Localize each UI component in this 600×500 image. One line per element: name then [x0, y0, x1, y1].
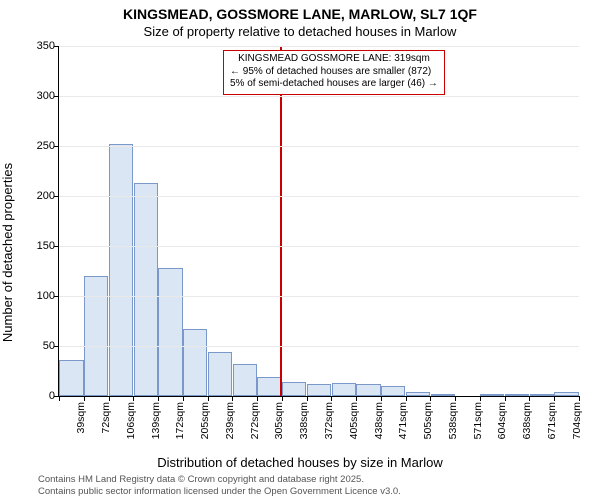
footer-line-1: Contains HM Land Registry data © Crown c…: [38, 474, 401, 486]
xtick-mark: [554, 396, 555, 401]
y-axis-label-container: Number of detached properties: [0, 0, 16, 500]
xtick-mark: [208, 396, 209, 401]
ytick-label: 350: [27, 40, 55, 52]
histogram-bar: [257, 377, 281, 396]
histogram-bar: [307, 384, 331, 396]
ytick-label: 300: [27, 90, 55, 102]
gridline: [59, 296, 579, 297]
annotation-line: KINGSMEAD GOSSMORE LANE: 319sqm: [230, 53, 438, 66]
gridline: [59, 246, 579, 247]
xtick-mark: [59, 396, 60, 401]
annotation-line: ← 95% of detached houses are smaller (87…: [230, 66, 438, 79]
xtick-label: 372sqm: [323, 402, 335, 439]
ytick-label: 250: [27, 140, 55, 152]
page-title: KINGSMEAD, GOSSMORE LANE, MARLOW, SL7 1Q…: [0, 6, 600, 22]
xtick-label: 239sqm: [224, 402, 236, 439]
xtick-label: 205sqm: [199, 402, 211, 439]
histogram-bar: [505, 394, 529, 396]
xtick-label: 604sqm: [496, 402, 508, 439]
annotation-line: 5% of semi-detached houses are larger (4…: [230, 78, 438, 91]
ytick-label: 150: [27, 240, 55, 252]
gridline: [59, 196, 579, 197]
gridline: [59, 96, 579, 97]
xtick-label: 106sqm: [125, 402, 137, 439]
xtick-label: 172sqm: [174, 402, 186, 439]
histogram-bar: [381, 386, 405, 396]
histogram-bar: [208, 352, 232, 396]
histogram-bar: [183, 329, 207, 396]
xtick-label: 272sqm: [249, 402, 261, 439]
xtick-mark: [84, 396, 85, 401]
xtick-mark: [455, 396, 456, 401]
xtick-label: 671sqm: [546, 402, 558, 439]
ytick-label: 100: [27, 290, 55, 302]
footer-attribution: Contains HM Land Registry data © Crown c…: [38, 474, 401, 498]
histogram-bar: [59, 360, 83, 396]
histogram-bar: [134, 183, 158, 396]
histogram-bar: [158, 268, 182, 396]
histogram-bar: [431, 394, 455, 396]
annotation-box: KINGSMEAD GOSSMORE LANE: 319sqm← 95% of …: [223, 50, 445, 95]
xtick-mark: [183, 396, 184, 401]
gridline: [59, 346, 579, 347]
histogram-bar: [356, 384, 380, 396]
xtick-mark: [381, 396, 382, 401]
marker-line: [280, 46, 282, 396]
xtick-mark: [505, 396, 506, 401]
xtick-mark: [331, 396, 332, 401]
xtick-mark: [232, 396, 233, 401]
ytick-label: 0: [27, 390, 55, 402]
xtick-mark: [282, 396, 283, 401]
xtick-label: 505sqm: [422, 402, 434, 439]
xtick-label: 139sqm: [150, 402, 162, 439]
histogram-bar: [480, 394, 504, 396]
histogram-bar: [530, 394, 554, 396]
xtick-label: 538sqm: [447, 402, 459, 439]
xtick-label: 571sqm: [472, 402, 484, 439]
xtick-mark: [133, 396, 134, 401]
xtick-label: 39sqm: [75, 402, 87, 434]
xtick-label: 704sqm: [571, 402, 583, 439]
ytick-label: 50: [27, 340, 55, 352]
bars-container: [59, 46, 579, 396]
histogram-bar: [233, 364, 257, 396]
xtick-mark: [480, 396, 481, 401]
xtick-label: 438sqm: [373, 402, 385, 439]
xtick-label: 72sqm: [100, 402, 112, 434]
xtick-label: 471sqm: [397, 402, 409, 439]
xtick-label: 405sqm: [348, 402, 360, 439]
xtick-mark: [529, 396, 530, 401]
y-axis-label: Number of detached properties: [0, 163, 15, 342]
page-subtitle: Size of property relative to detached ho…: [0, 24, 600, 39]
xtick-mark: [109, 396, 110, 401]
x-axis-label: Distribution of detached houses by size …: [0, 455, 600, 470]
histogram-bar: [332, 383, 356, 396]
xtick-mark: [257, 396, 258, 401]
xtick-label: 338sqm: [298, 402, 310, 439]
xtick-mark: [356, 396, 357, 401]
histogram-bar: [554, 392, 578, 396]
chart-plot-area: KINGSMEAD GOSSMORE LANE: 319sqm← 95% of …: [58, 46, 579, 397]
footer-line-2: Contains public sector information licen…: [38, 486, 401, 498]
xtick-mark: [406, 396, 407, 401]
histogram-bar: [406, 392, 430, 396]
xtick-mark: [158, 396, 159, 401]
xtick-mark: [430, 396, 431, 401]
histogram-bar: [109, 144, 133, 396]
histogram-bar: [282, 382, 306, 396]
ytick-label: 200: [27, 190, 55, 202]
histogram-bar: [84, 276, 108, 396]
xtick-mark: [579, 396, 580, 401]
gridline: [59, 46, 579, 47]
xtick-mark: [307, 396, 308, 401]
gridline: [59, 146, 579, 147]
xtick-label: 305sqm: [273, 402, 285, 439]
xtick-label: 638sqm: [521, 402, 533, 439]
